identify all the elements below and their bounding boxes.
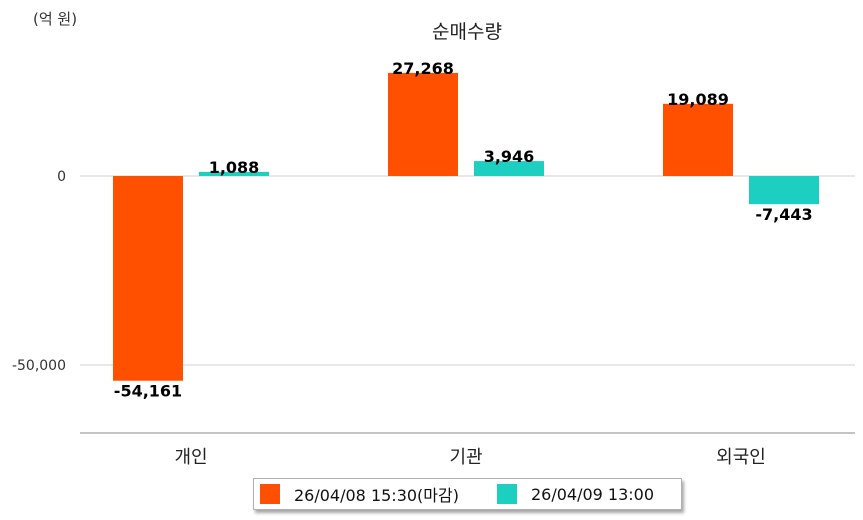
y-unit-label: (억 원) bbox=[33, 10, 77, 28]
bar-개인-series-2[interactable] bbox=[199, 171, 269, 176]
bar-외국인-series-2[interactable] bbox=[749, 176, 819, 205]
bars bbox=[113, 72, 819, 381]
data-label: -54,161 bbox=[114, 382, 182, 401]
legend-swatch-series-2 bbox=[496, 484, 517, 504]
y-axis-ticks: 0 -50,000 bbox=[12, 169, 66, 374]
x-tick-label: 외국인 bbox=[716, 447, 766, 468]
legend-item-series-1[interactable]: 26/04/08 15:30(마감) bbox=[260, 482, 459, 506]
chart-title: 순매수량 bbox=[432, 21, 502, 43]
legend: 26/04/08 15:30(마감) 26/04/09 13:00 bbox=[253, 478, 682, 510]
data-label: -7,443 bbox=[755, 205, 812, 224]
bar-기관-series-1[interactable] bbox=[388, 72, 458, 176]
data-label: 3,946 bbox=[484, 147, 535, 166]
x-axis-ticks: 개인 기관 외국인 bbox=[174, 447, 765, 468]
data-label: 27,268 bbox=[392, 59, 454, 78]
data-label: 19,089 bbox=[667, 90, 729, 109]
data-labels: -54,161 1,088 27,268 3,946 19,089 -7,443 bbox=[114, 59, 813, 401]
x-tick-label: 개인 bbox=[174, 447, 207, 468]
legend-label-series-2: 26/04/09 13:00 bbox=[530, 484, 655, 504]
data-label: 1,088 bbox=[209, 158, 260, 177]
x-tick-label: 기관 bbox=[449, 447, 482, 468]
bar-개인-series-1[interactable] bbox=[113, 176, 183, 381]
bar-기관-series-2[interactable] bbox=[474, 161, 544, 176]
legend-label-series-1: 26/04/08 15:30(마감) bbox=[294, 486, 459, 505]
gridlines bbox=[80, 175, 855, 366]
bar-외국인-series-1[interactable] bbox=[663, 103, 733, 176]
y-tick-label: -50,000 bbox=[12, 358, 66, 374]
y-tick-label: 0 bbox=[57, 169, 66, 185]
legend-item-series-2[interactable]: 26/04/09 13:00 bbox=[496, 484, 655, 504]
legend-swatch-series-1 bbox=[260, 484, 280, 504]
